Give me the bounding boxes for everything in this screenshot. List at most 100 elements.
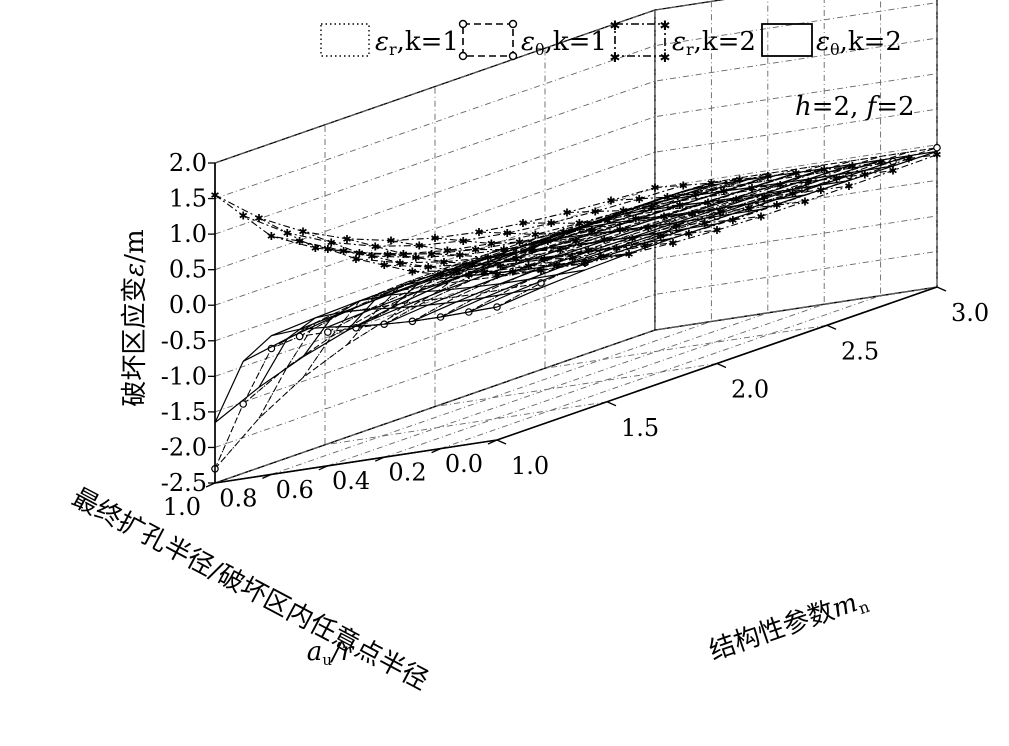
data-point: ✱ xyxy=(430,232,439,245)
y-tick-label: 0.8 xyxy=(219,484,257,512)
data-point: ✱ xyxy=(468,258,477,271)
data-point: ✱ xyxy=(562,207,571,220)
z-tick-label: -1.0 xyxy=(161,362,207,390)
data-point: ✱ xyxy=(904,153,913,166)
surface-line xyxy=(242,184,684,247)
surface-line xyxy=(654,150,938,201)
data-point: ✱ xyxy=(492,269,501,282)
data-point: ✱ xyxy=(647,202,656,215)
z-tick-label: -0.5 xyxy=(161,327,207,355)
data-point: ✱ xyxy=(668,237,677,250)
surface-line xyxy=(346,252,630,332)
z-tick-label: 2.0 xyxy=(169,149,207,177)
data-point: ✱ xyxy=(439,256,448,269)
data-point: ✱ xyxy=(631,212,640,225)
data-point xyxy=(933,143,941,152)
surface-series xyxy=(214,150,938,424)
y-tick-label: 0.2 xyxy=(388,459,426,487)
data-point: ✱ xyxy=(635,193,644,206)
data-point: ✱ xyxy=(295,235,304,248)
data-point: ✱ xyxy=(772,199,781,212)
surface-line xyxy=(214,306,498,423)
data-point: ✱ xyxy=(424,261,433,274)
data-point: ✱ xyxy=(800,196,809,209)
x-tick-mark xyxy=(716,362,727,369)
data-point: ✱ xyxy=(656,230,665,243)
data-point: ✱ xyxy=(455,249,464,262)
data-point: ✱ xyxy=(540,253,549,266)
legend-label: εθ,k=2 xyxy=(816,27,902,59)
data-point: ✱ xyxy=(735,174,744,187)
x-tick-mark xyxy=(936,286,947,292)
data-point: ✱ xyxy=(707,177,716,190)
legend-marker: ✱ xyxy=(610,51,621,66)
data-point: ✱ xyxy=(932,149,941,162)
legend-marker xyxy=(458,19,468,29)
legend-entry: εr,k=1 xyxy=(320,23,459,59)
legend-entry: ✱ ✱ ✱ ✱ εr,k=2 xyxy=(610,19,756,66)
data-point: ✱ xyxy=(518,217,527,230)
legend-marker xyxy=(508,51,518,61)
legend-swatch xyxy=(761,23,813,57)
x-tick-label: 2.5 xyxy=(841,337,879,365)
data-point: ✱ xyxy=(487,238,496,251)
y-tick-mark xyxy=(318,465,329,471)
surface-line xyxy=(384,169,825,268)
data-point: ✱ xyxy=(624,248,633,261)
data-point: ✱ xyxy=(408,266,417,279)
data-point: ✱ xyxy=(515,236,524,249)
y-axis-sublabel: au/r xyxy=(307,637,355,669)
legend-marker xyxy=(508,19,518,29)
legend-swatch xyxy=(462,23,514,57)
data-point: ✱ xyxy=(496,260,505,273)
y-tick-mark xyxy=(205,482,216,488)
data-point: ✱ xyxy=(712,224,721,237)
surface-line xyxy=(346,238,630,260)
data-point: ✱ xyxy=(791,167,800,180)
grid-line xyxy=(324,124,608,446)
data-point: ✱ xyxy=(688,208,697,221)
y-tick-label: 0.6 xyxy=(276,476,314,504)
x-tick-label: 1.0 xyxy=(511,452,549,480)
y-tick-mark xyxy=(431,448,441,454)
surface-line xyxy=(302,230,586,267)
data-point: ✱ xyxy=(628,232,637,245)
legend-marker: ✱ xyxy=(610,19,621,34)
data-point: ✱ xyxy=(606,195,615,208)
data-point: ✱ xyxy=(568,252,577,265)
data-point: ✱ xyxy=(267,230,276,243)
data-point: ✱ xyxy=(298,226,307,239)
data-point: ✱ xyxy=(239,210,248,223)
data-point: ✱ xyxy=(663,191,672,204)
surface-line xyxy=(390,237,674,309)
z-tick-label: -2.5 xyxy=(161,469,207,497)
y-tick-label: 0.0 xyxy=(445,450,483,478)
data-point: ✱ xyxy=(804,176,813,189)
surface-line xyxy=(302,269,586,358)
data-point: ✱ xyxy=(600,234,609,247)
x-tick-mark xyxy=(496,439,507,445)
grid-line xyxy=(327,0,769,467)
surface-line xyxy=(478,202,762,273)
surfaces: ✱✱✱✱ ✱ ✱ ✱✱✱✱✱✱✱✱ ✱ ✱ ✱✱✱✱✱✱✱✱ ✱ ✱ ✱✱✱✱✱✱✱✱✱ ✱ ✱ ✱✱✱… xyxy=(210,143,942,473)
data-point: ✱ xyxy=(311,242,320,255)
data-point: ✱ xyxy=(471,244,480,257)
data-point: ✱ xyxy=(480,266,489,279)
data-point: ✱ xyxy=(888,165,897,178)
surface-line xyxy=(440,161,881,275)
legend-swatch xyxy=(320,23,370,57)
data-point xyxy=(323,328,332,336)
data-point: ✱ xyxy=(327,236,336,249)
data-point: ✱ xyxy=(443,244,452,257)
data-point: ✱ xyxy=(283,227,292,240)
surface-line xyxy=(610,165,894,218)
x-tick-label: 2.0 xyxy=(731,376,769,404)
data-point: ✱ xyxy=(386,235,395,248)
data-point: ✱ xyxy=(644,222,653,235)
grid-line xyxy=(434,86,718,408)
data-point: ✱ xyxy=(395,257,404,270)
data-point: ✱ xyxy=(411,252,420,265)
data-point: ✱ xyxy=(591,206,600,219)
grid-line xyxy=(544,48,828,369)
